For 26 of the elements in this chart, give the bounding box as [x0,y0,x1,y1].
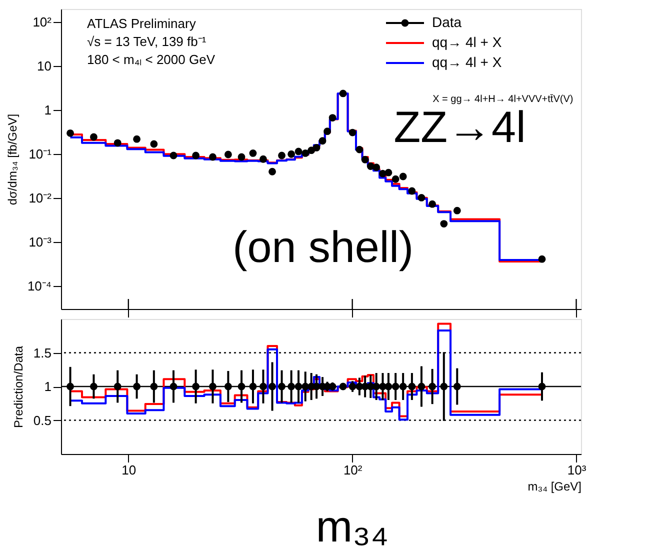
y-axis-title: dσ/dm₃₄ [fb/GeV] [5,114,20,206]
x-axis-title: m₃₄ [GeV] [528,480,582,494]
text: m₃₄ [316,502,388,552]
legend-label: qq→ 4l + X [432,54,502,70]
legend-label: Data [432,14,462,30]
y-tick-label: 10⁻⁴ [27,278,52,294]
annotation: (on shell) [232,223,414,272]
y-tick-label: 1 [44,102,52,118]
annotation: X = gg→ 4l+H→ 4l+VVV+tt̄V(V) [432,94,574,105]
annotation: ATLAS Preliminary [87,16,196,31]
x-tick-label: 10 [122,462,136,478]
y-tick-label: 10² [32,14,52,30]
y-axis-title: Prediction/Data [11,346,26,428]
y-tick-label: 10⁻² [28,190,52,206]
y-tick-label: 1.5 [33,345,52,360]
annotation: √s = 13 TeV, 139 fb⁻¹ [87,34,207,49]
y-tick-label: 0.5 [33,412,52,428]
annotation: ZZ→4l [394,103,526,152]
x-tick-label: 10² [343,462,363,478]
y-tick-label: 10 [37,58,52,74]
y-tick-label: 1 [44,379,52,394]
annotation: 180 < m₄ₗ < 2000 GeV [87,52,216,67]
x-tick-label: 10³ [567,462,587,478]
y-tick-label: 10⁻¹ [28,146,52,162]
legend-label: qq→ 4l + X [432,34,502,50]
y-tick-label: 10⁻³ [28,234,52,250]
